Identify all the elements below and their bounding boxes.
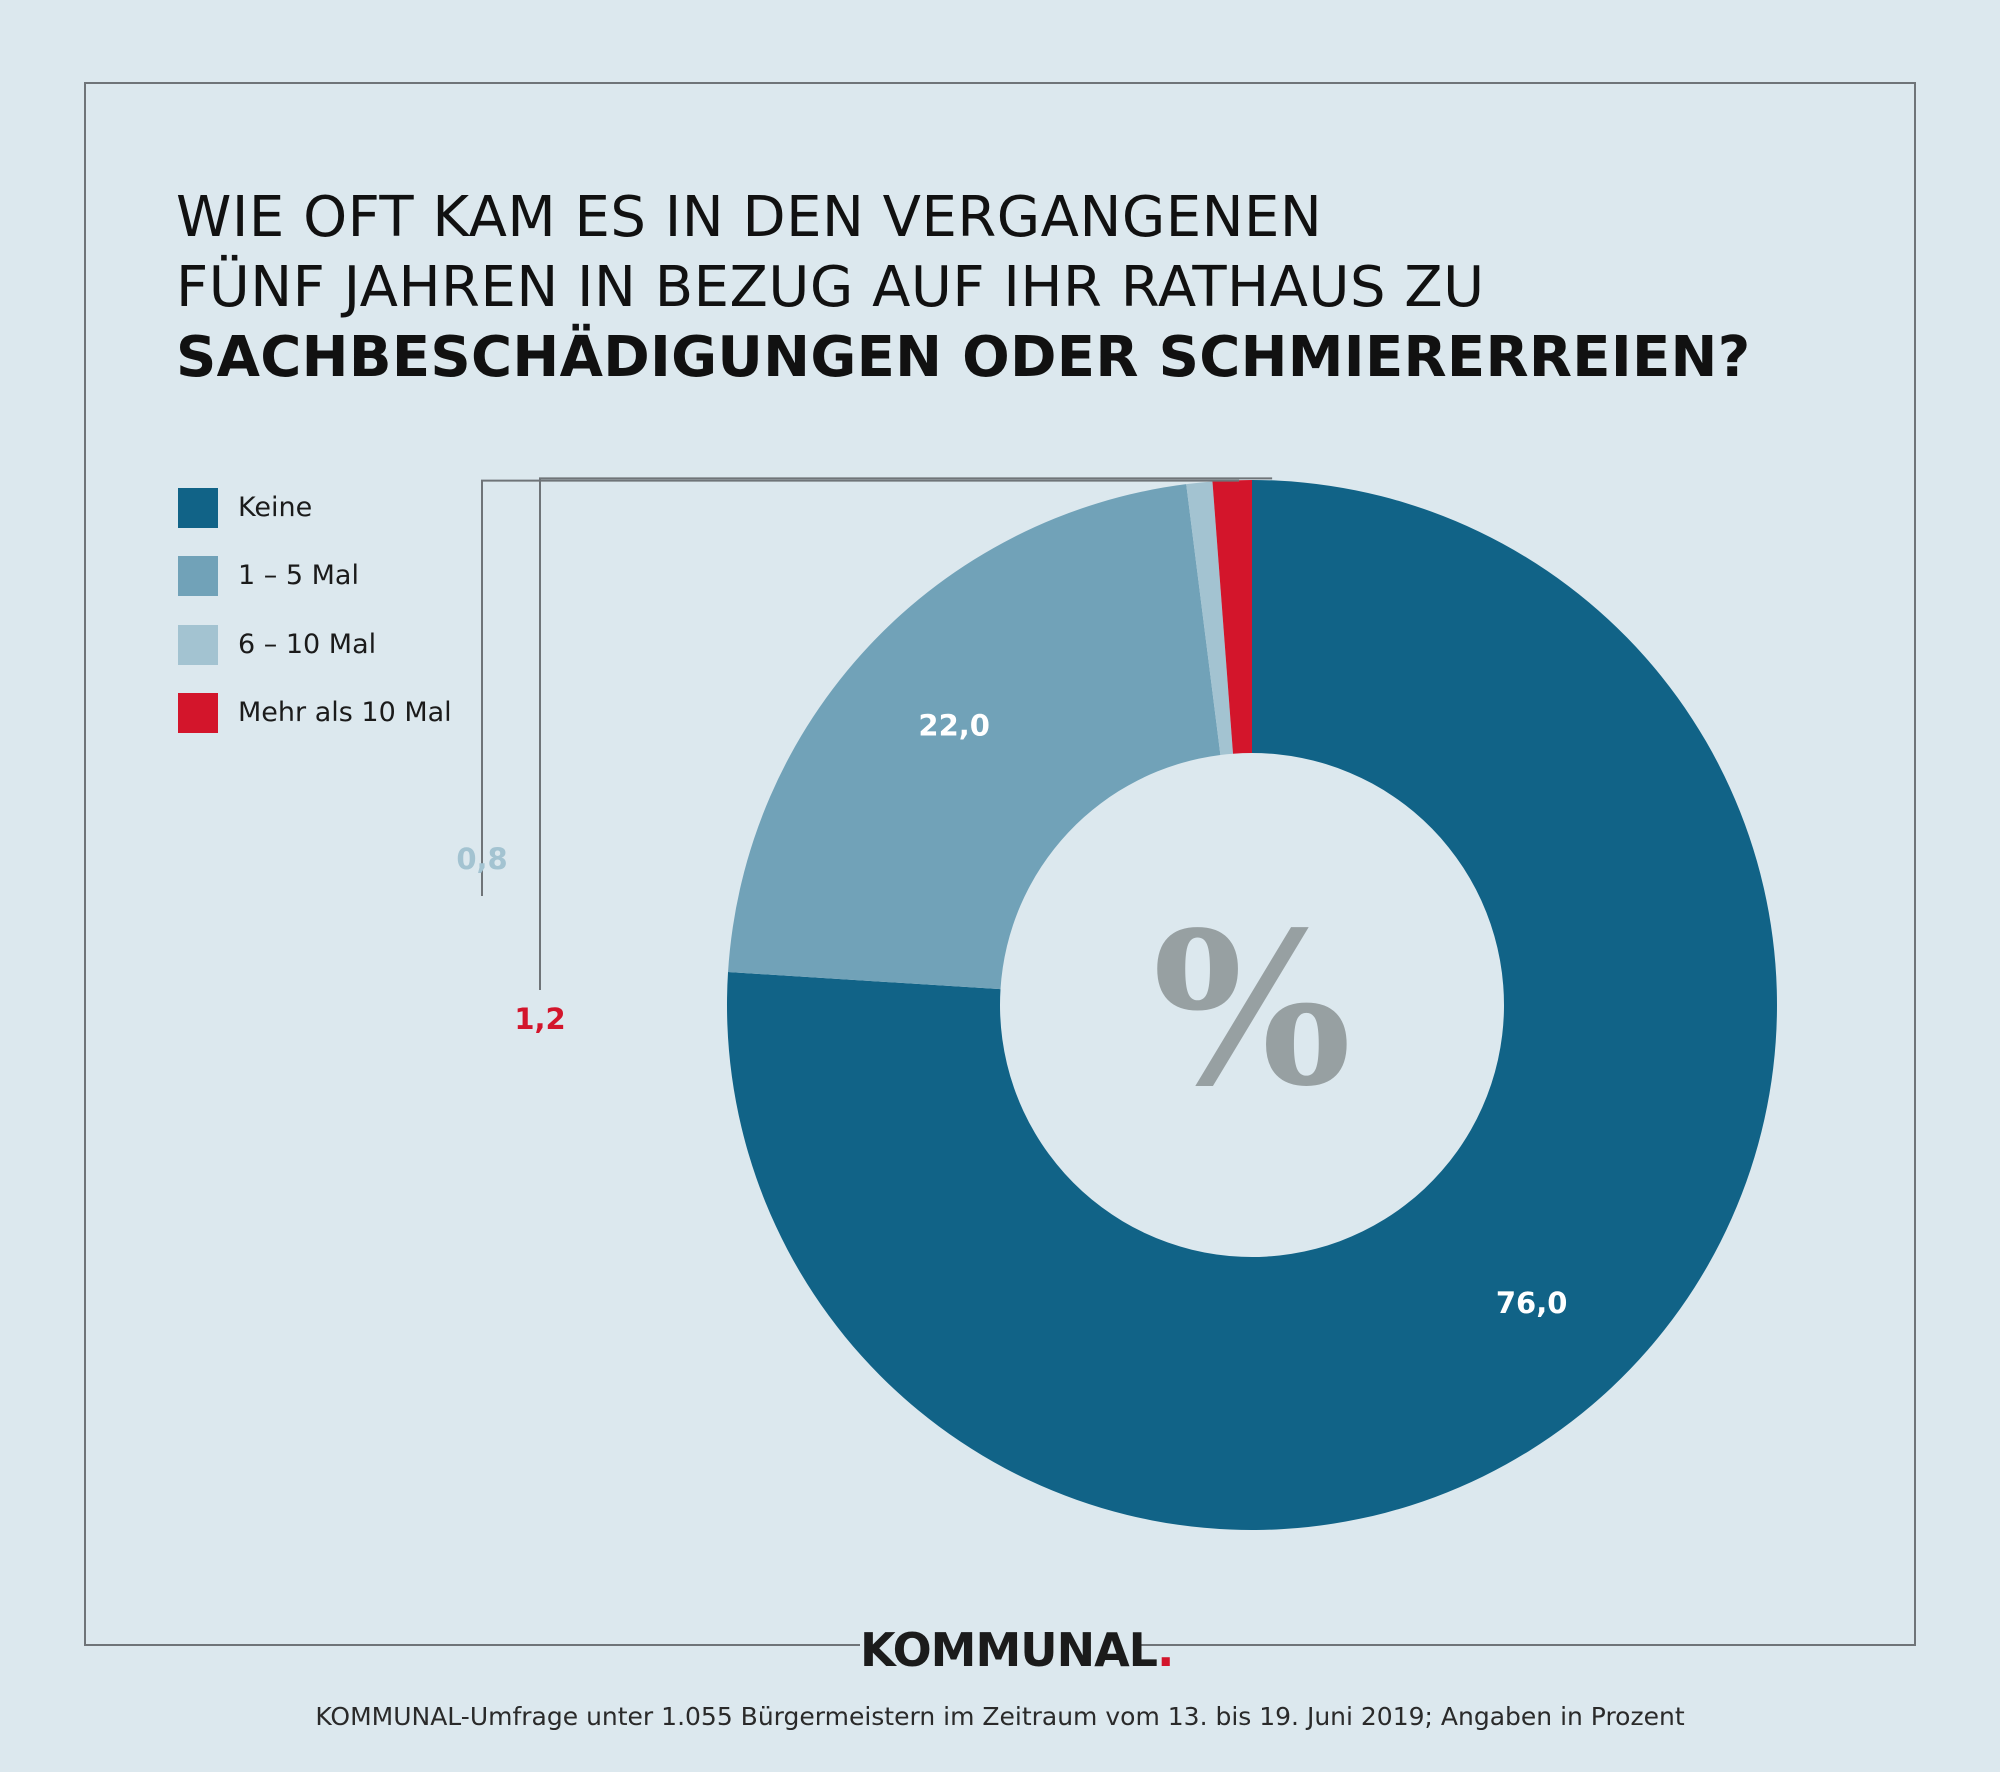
legend-label: 1 – 5 Mal — [238, 560, 359, 591]
title-line-3: SACHBESCHÄDIGUNGEN ODER SCHMIERERREIEN? — [176, 325, 1751, 390]
data-label-keine: 76,0 — [1496, 1286, 1568, 1320]
legend-item-keine: Keine — [178, 488, 598, 528]
center-percent-label: % — [1152, 886, 1352, 1133]
slice-6-10-mal — [1186, 481, 1234, 755]
logo-text: KOMMUNAL — [860, 1623, 1158, 1677]
legend-swatch — [178, 625, 218, 665]
data-label-6-10-mal: 0,8 — [456, 842, 507, 876]
legend-swatch — [178, 693, 218, 733]
source-note: KOMMUNAL-Umfrage unter 1.055 Bürgermeist… — [315, 1702, 1685, 1731]
title-line-2: FÜNF JAHREN IN BEZUG AUF IHR RATHAUS ZU — [176, 255, 1485, 320]
legend-item-1-5-mal: 1 – 5 Mal — [178, 556, 598, 596]
kommunal-logo: KOMMUNAL. — [860, 1623, 1175, 1677]
leader-line-mehr-als-10-mal — [539, 477, 1273, 990]
legend-label: Keine — [238, 492, 313, 523]
leader-line-6-10-mal — [481, 479, 1240, 896]
legend-item-6-10-mal: 6 – 10 Mal — [178, 625, 598, 665]
slice-keine — [726, 480, 1777, 1530]
logo-dot: . — [1157, 1623, 1175, 1677]
legend-swatch — [178, 488, 218, 528]
title-line-1: WIE OFT KAM ES IN DEN VERGANGENEN — [176, 185, 1323, 250]
slice-1-5-mal — [728, 484, 1221, 990]
slice-mehr-als-10-mal — [1212, 480, 1252, 754]
data-label-1-5-mal: 22,0 — [918, 708, 990, 742]
legend-swatch — [178, 556, 218, 596]
chart-title: WIE OFT KAM ES IN DEN VERGANGENEN FÜNF J… — [176, 183, 1751, 393]
data-label-mehr-als-10-mal: 1,2 — [514, 1002, 565, 1036]
legend-item-mehr-als-10-mal: Mehr als 10 Mal — [178, 693, 598, 733]
legend-label: 6 – 10 Mal — [238, 629, 377, 660]
legend-label: Mehr als 10 Mal — [238, 697, 452, 728]
